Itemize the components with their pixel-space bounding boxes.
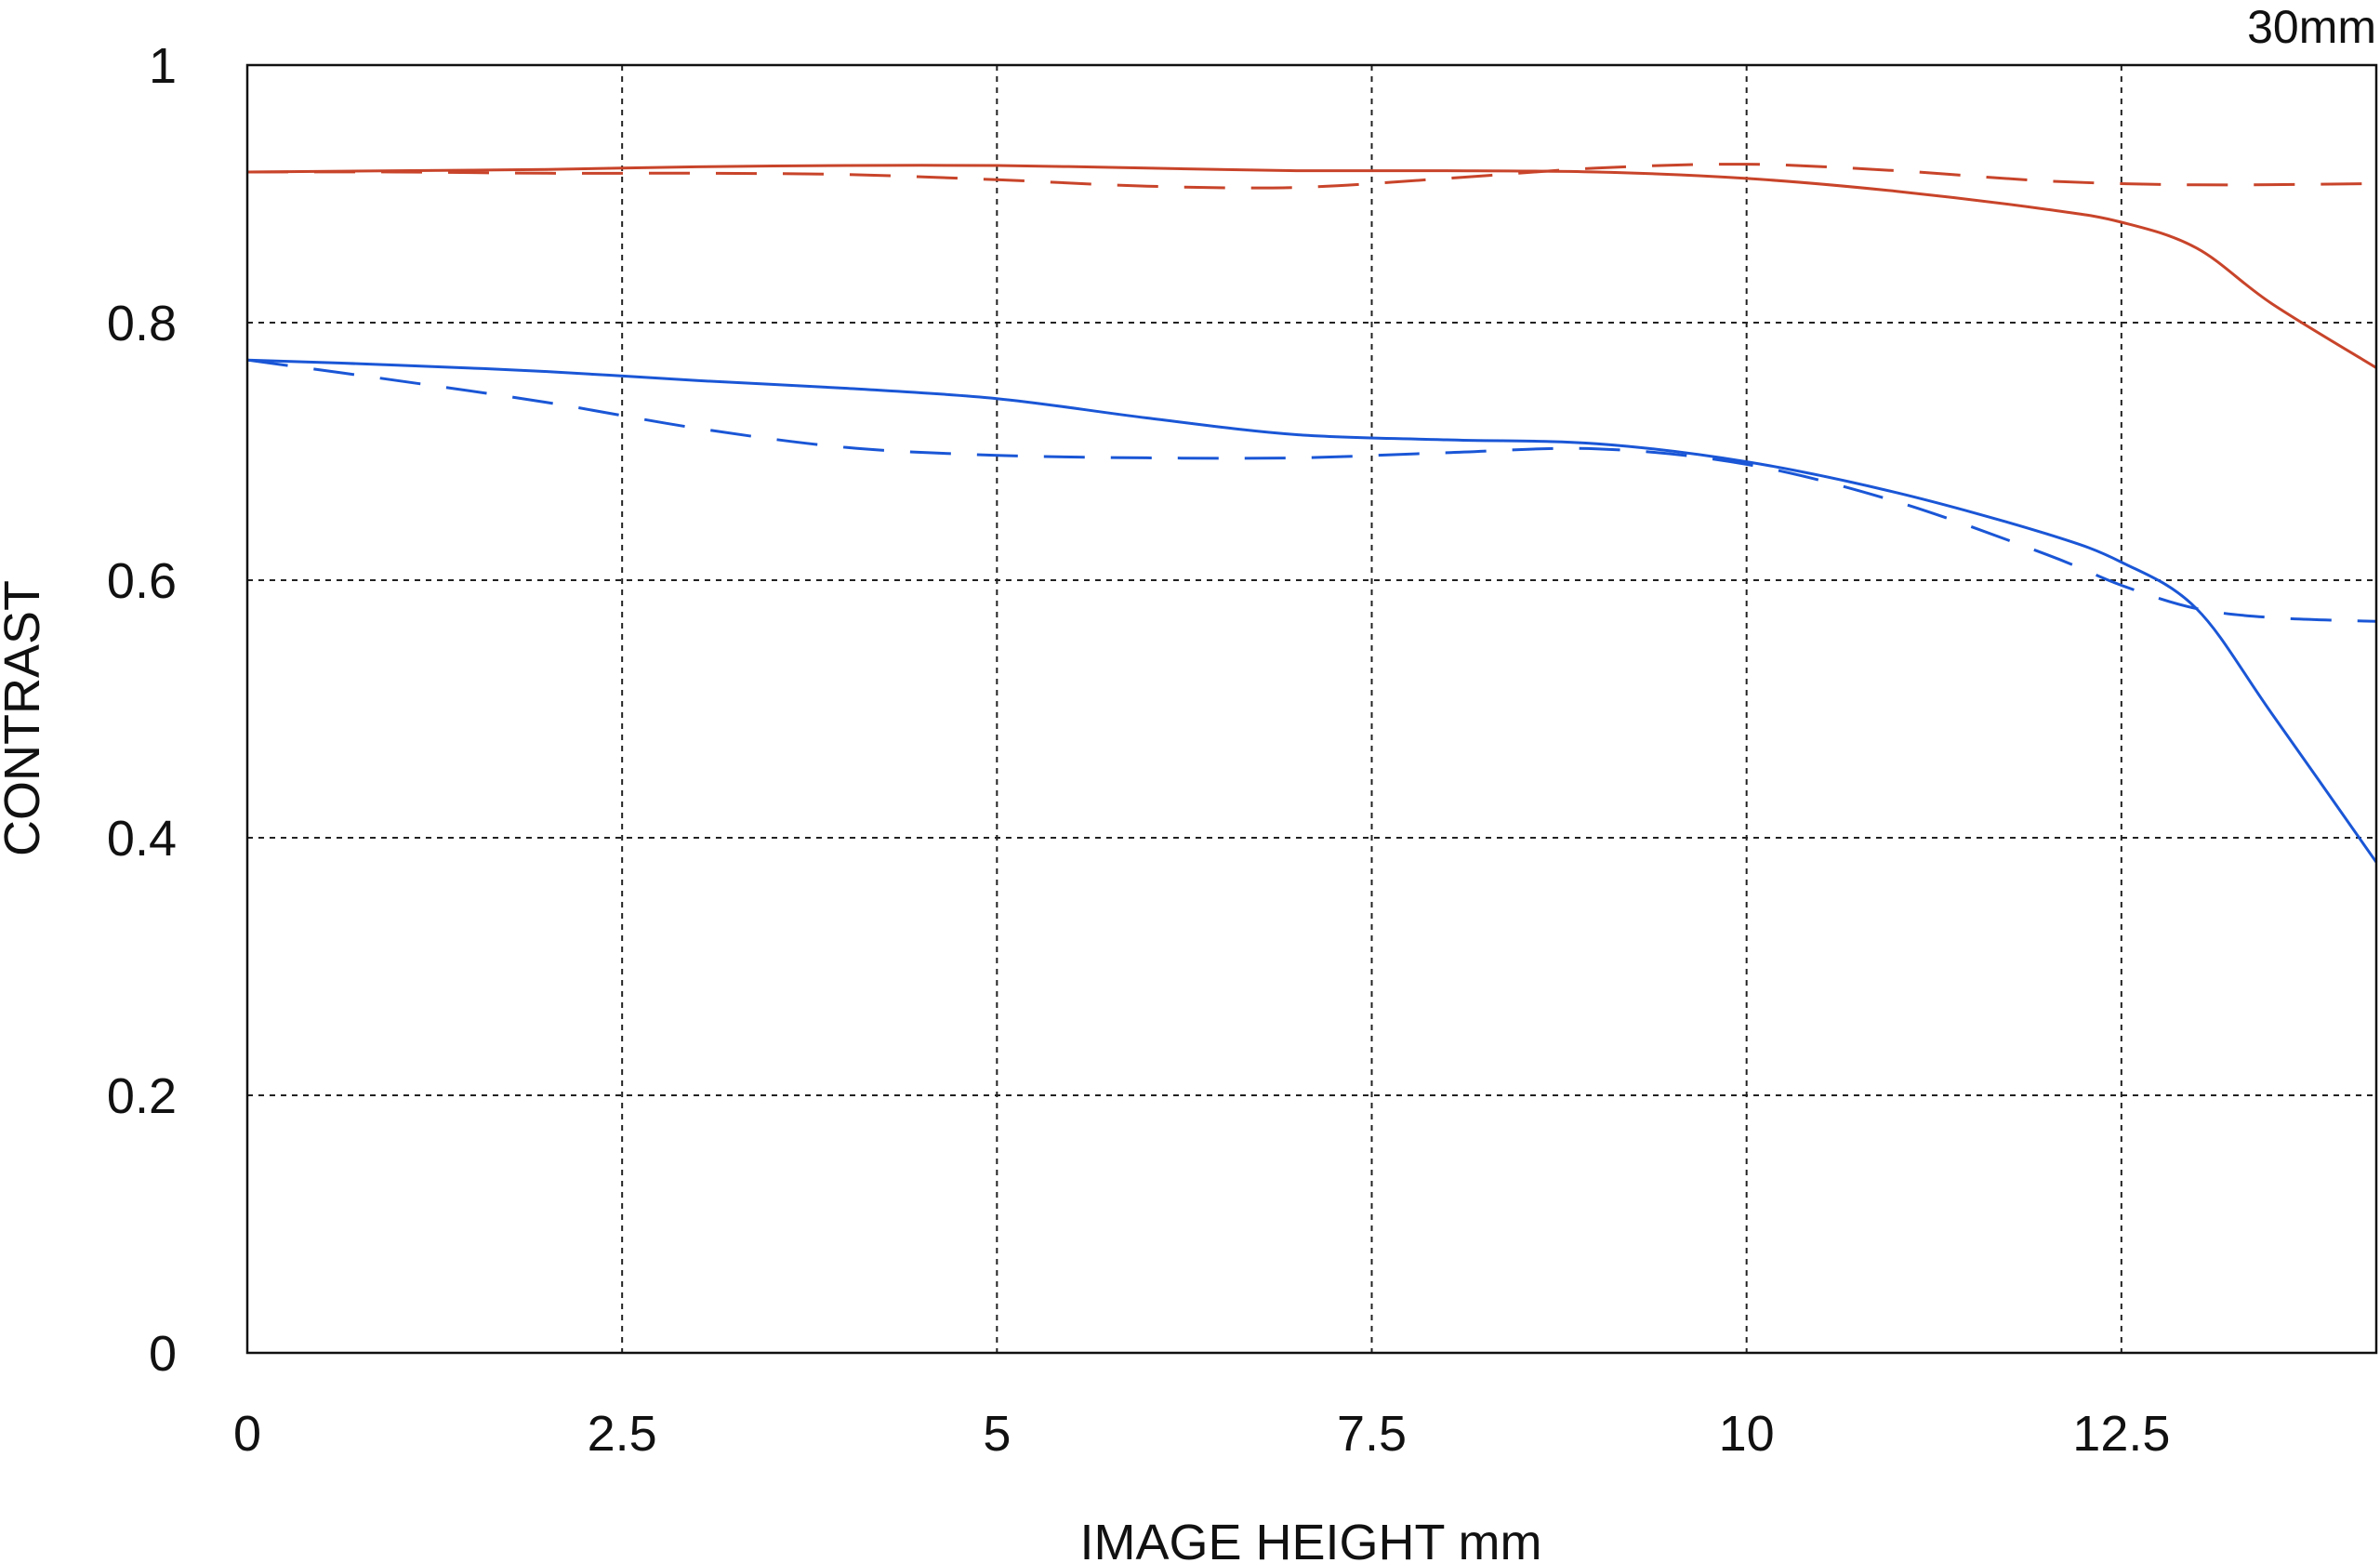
y-tick-label: 0.6 bbox=[107, 553, 177, 609]
series-group bbox=[246, 163, 2378, 864]
x-tick-label: 5 bbox=[983, 1406, 1011, 1462]
x-tick-label: 2.5 bbox=[588, 1406, 657, 1462]
y-tick-label: 0 bbox=[149, 1326, 177, 1382]
x-tick-label: 12.5 bbox=[2072, 1406, 2170, 1462]
series-line-1-solid bbox=[246, 164, 2377, 369]
y-tick-label: 0.8 bbox=[107, 296, 177, 351]
x-tick-label: 10 bbox=[1719, 1406, 1775, 1462]
x-tick-label: 0 bbox=[233, 1406, 261, 1462]
grid bbox=[247, 65, 2376, 1353]
x-tick-label: 7.5 bbox=[1337, 1406, 1407, 1462]
y-axis-label: CONTRAST bbox=[0, 580, 50, 856]
series-line-2-dashed bbox=[246, 163, 2377, 190]
y-tick-label: 0.4 bbox=[107, 811, 177, 867]
plot-frame bbox=[245, 63, 2378, 1355]
y-tick-label: 0.2 bbox=[107, 1068, 177, 1124]
y-tick-label: 1 bbox=[149, 38, 177, 94]
series-line-4-dashed bbox=[246, 358, 2377, 623]
y-tick-labels: 0 0.2 0.4 0.6 0.8 1 bbox=[107, 38, 177, 1382]
x-axis-label: IMAGE HEIGHT mm bbox=[1079, 1515, 1541, 1563]
series-line-3-solid bbox=[246, 358, 2378, 864]
x-tick-labels: 0 2.5 5 7.5 10 12.5 bbox=[233, 1406, 2170, 1462]
focal-length-label: 30mm bbox=[2247, 1, 2376, 53]
